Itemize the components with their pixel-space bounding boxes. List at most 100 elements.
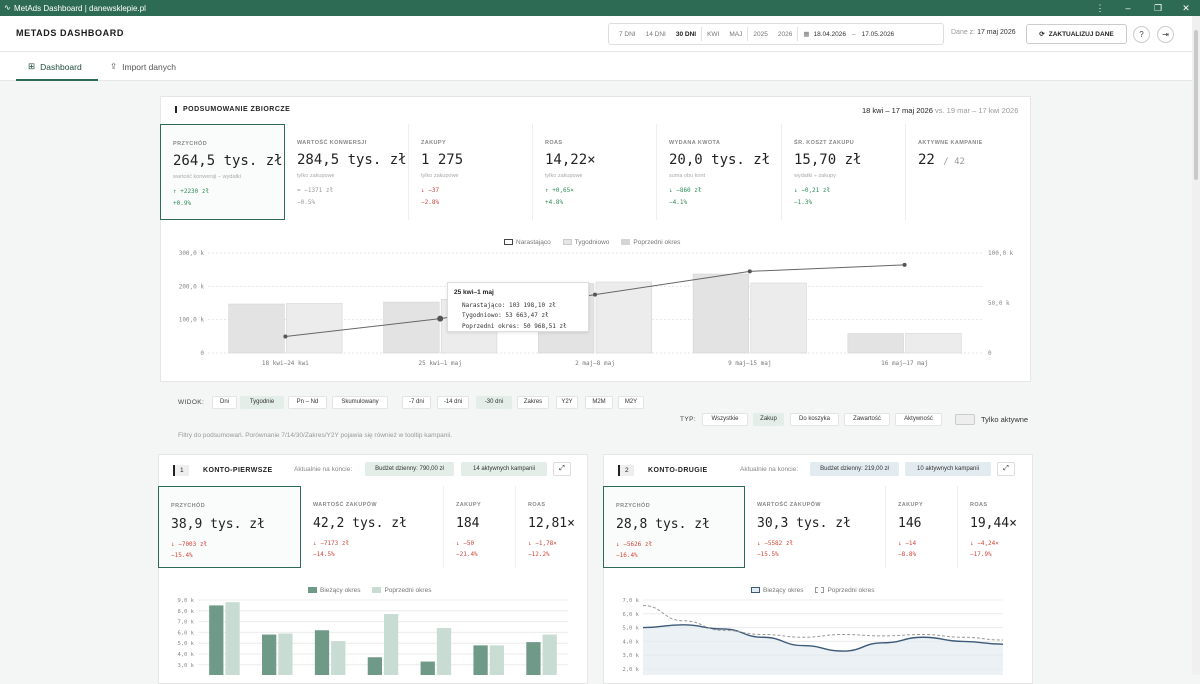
date-from-field[interactable]: 18.04.2026 [813,30,847,38]
window-titlebar: ∿ MetAds Dashboard | danewsklepie.pl ⋮ –… [0,0,1200,16]
view-mon-sun-button[interactable]: Pn – Nd [288,396,327,409]
metads-logo-icon: ∿ [4,3,11,12]
range-30d-button[interactable]: 30 DNI [675,30,697,38]
campaigns-badge[interactable]: 14 aktywnych kampanii [461,462,547,476]
kpi-purchases[interactable]: ZAKUPY 1 275 tylko zakupowe ↓ −37 −2.8% [409,124,533,220]
window-title: MetAds Dashboard | danewsklepie.pl [14,3,146,13]
kpi-revenue[interactable]: PRZYCHÓD 264,5 tys. zł wartość konwersji… [160,124,285,220]
campaigns-badge[interactable]: 10 aktywnych kampanii [905,462,991,476]
period-m2m-button[interactable]: M2M [585,396,613,409]
legend-item[interactable]: Poprzedni okres [621,239,680,246]
legend-item[interactable]: Poprzedni okres [815,587,874,594]
type-content-button[interactable]: Zawartość [844,413,890,426]
legend-item[interactable]: Bieżący okres [308,587,360,594]
period-7d-button[interactable]: -7 dni [402,396,431,409]
range-2026-button[interactable]: 2026 [777,30,793,38]
minimize-icon[interactable]: – [1125,3,1131,13]
tooltip-line: Narastająco: 103 198,10 zł [462,301,556,309]
kpi-value: 15,70 zł [794,152,862,168]
cumulative-line [285,264,905,337]
view-cumulative-button[interactable]: Skumulowany [332,396,388,409]
account-name: KONTO-DRUGIE [648,467,708,474]
legend-item[interactable]: Narastająco [504,239,551,246]
period-14d-button[interactable]: -14 dni [437,396,469,409]
scrollbar[interactable] [1192,16,1200,675]
chart-tooltip: 25 kwi–1 maj Narastająco: 103 198,10 zł … [447,282,589,332]
summary-range-value: 18 kwi – 17 maj 2026 [862,106,933,115]
legend-item[interactable]: Tygodniowo [562,239,609,246]
maximize-icon[interactable]: ❐ [1153,3,1163,13]
calendar-icon[interactable]: ▦ [803,31,810,38]
close-icon[interactable]: ✕ [1182,3,1190,13]
x-tick-label: 2 maj–8 maj [575,360,615,367]
account-kpi[interactable]: ZAKUPY 184 ↓ −50 −21.4% [444,486,516,568]
account-kpi[interactable]: ROAS 19,44× ↓ −4,24× −17.9% [958,486,1033,568]
kpi-delta: ↓ −1,78× [528,540,557,547]
kpi-spend[interactable]: WYDANA KWOTA 20,0 tys. zł suma obu kont … [657,124,782,220]
kpi-delta: ↓ −0,21 zł [794,187,831,194]
type-activity-button[interactable]: Aktywność [895,413,942,426]
kpi-label: AKTYWNE KAMPANIE [918,140,983,146]
account-kpi[interactable]: ZAKUPY 146 ↓ −14 −8.8% [886,486,958,568]
kpi-active-campaigns[interactable]: AKTYWNE KAMPANIE 22 / 42 [906,124,1030,220]
view-days-button[interactable]: Dni [212,396,237,409]
range-7d-button[interactable]: 7 DNI [619,30,636,38]
update-data-button[interactable]: ⟳ ZAKTUALIZUJ DANE [1026,24,1127,44]
kpi-value: 12,81× [528,516,575,531]
more-icon[interactable]: ⋮ [1095,3,1105,13]
tab-import[interactable]: ⇪ Import danych [110,61,176,72]
kpi-delta-pct: −8.8% [898,551,917,558]
active-tab-indicator [16,79,98,81]
range-kwi-button[interactable]: KWI [707,30,720,38]
area-current [643,624,1003,675]
type-all-button[interactable]: Wszystkie [702,413,748,426]
line-previous [642,605,1004,641]
view-weeks-button[interactable]: Tygodnie [240,396,284,409]
account-kpi[interactable]: PRZYCHÓD 38,9 tys. zł ↓ −7003 zł −15.4% [158,486,301,568]
type-cart-button[interactable]: Do koszyka [790,413,839,426]
tab-dashboard[interactable]: ⊞ Dashboard [28,61,82,72]
help-button[interactable]: ? [1133,26,1150,43]
bar-previous [436,628,452,675]
account-name: KONTO-PIERWSZE [203,467,273,474]
kpi-value: 38,9 tys. zł [171,517,265,532]
scrollbar-thumb[interactable] [1194,30,1198,180]
kpi-delta-pct: +4.8% [545,199,564,206]
data-date-value: 17 maj 2026 [977,29,1016,36]
range-maj-button[interactable]: MAJ [729,30,743,38]
expand-icon[interactable]: ⤢ [997,462,1015,476]
account-kpi[interactable]: PRZYCHÓD 28,8 tys. zł ↓ −5626 zł −16.4% [603,486,745,568]
legend-item[interactable]: Bieżący okres [751,587,803,594]
kpi-roas[interactable]: ROAS 14,22× tylko zakupowe ↑ +0,65× +4.8… [533,124,657,220]
range-14d-button[interactable]: 14 DNI [645,30,666,38]
account-number: 1 [173,465,190,476]
date-to-field[interactable]: 17.05.2026 [861,30,895,38]
kpi-conversion-value[interactable]: WARTOŚĆ KONWERSJI 284,5 tys. zł tylko za… [285,124,409,220]
tooltip-line: Poprzedni okres: 50 968,51 zł [462,322,567,330]
range-2025-button[interactable]: 2025 [753,30,768,38]
period-y2y-button[interactable]: Y2Y [556,396,578,409]
y-tick-label: 7,0 k [622,598,639,604]
account-kpi[interactable]: WARTOŚĆ ZAKUPÓW 42,2 tys. zł ↓ −7173 zł … [301,486,444,568]
main-chart: 300,0 k 200,0 k 100,0 k 0 100,0 k 50,0 k 0 18 k… [179,250,1014,367]
type-purchase-button[interactable]: Zakup [753,413,784,426]
kpi-delta-pct: −14.5% [313,551,335,558]
account-status-label: Aktualnie na koncie: [740,466,799,473]
period-range-button[interactable]: Zakres [517,396,549,409]
logout-icon[interactable]: ⇥ [1157,26,1174,43]
period-m2y-button[interactable]: M2Y [618,396,644,409]
account-kpi[interactable]: ROAS 12,81× ↓ −1,78× −12.2% [516,486,588,568]
legend-label: Poprzedni okres [827,587,875,594]
kpi-avg-cost[interactable]: ŚR. KOSZT ZAKUPU 15,70 zł wydatki ÷ zaku… [782,124,906,220]
account-2-chart: 7,0 k 6,0 k 5,0 k 4,0 k 3,0 k 2,0 k [622,598,1004,675]
y-tick-label: 4,0 k [622,639,639,645]
bar-weekly [750,282,807,354]
account-kpi[interactable]: WARTOŚĆ ZAKUPÓW 30,3 tys. zł ↓ −5582 zł … [745,486,886,568]
x-tick-label: 9 maj–15 maj [728,360,771,367]
only-active-toggle[interactable] [955,414,975,425]
bar-current [314,630,330,675]
expand-icon[interactable]: ⤢ [553,462,571,476]
period-30d-button[interactable]: -30 dni [476,396,512,409]
legend-item[interactable]: Poprzedni okres [372,587,431,594]
kpi-delta-pct: −2.8% [421,199,440,206]
